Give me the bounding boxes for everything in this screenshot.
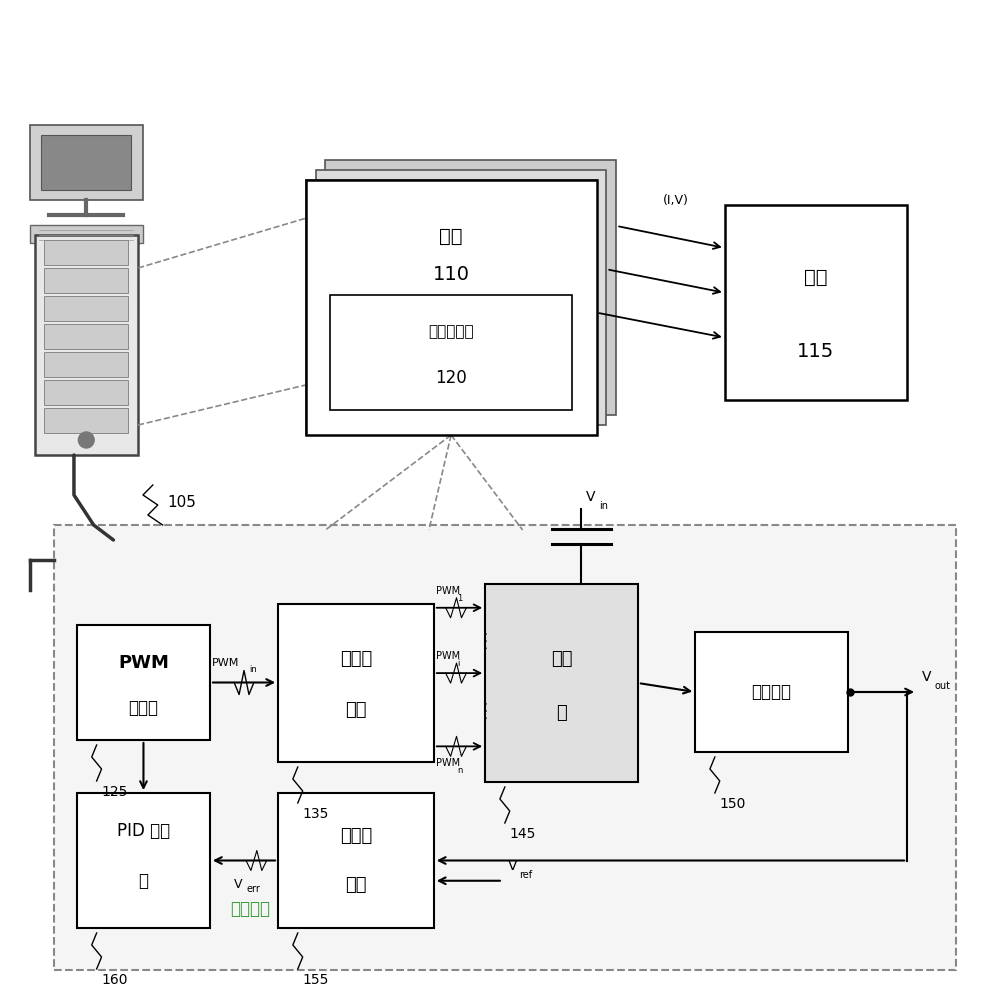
Text: 器: 器 — [138, 872, 149, 890]
Text: PWM: PWM — [212, 658, 239, 668]
Text: 160: 160 — [102, 973, 128, 987]
Text: PWM: PWM — [118, 654, 169, 672]
Text: 负载电路: 负载电路 — [751, 683, 792, 701]
Bar — [485, 584, 638, 782]
Bar — [44, 408, 128, 433]
Text: 105: 105 — [168, 495, 196, 510]
Text: · · ·: · · · — [483, 631, 493, 649]
Text: V: V — [235, 878, 243, 892]
Text: 155: 155 — [303, 973, 329, 987]
Bar — [30, 125, 143, 200]
Text: PWM: PWM — [436, 651, 459, 661]
Text: 150: 150 — [720, 797, 746, 811]
Text: · · ·: · · · — [483, 701, 493, 719]
Bar — [44, 352, 128, 377]
Bar — [325, 160, 616, 415]
Bar — [77, 793, 210, 928]
Text: V: V — [508, 859, 518, 873]
Text: PWM: PWM — [436, 586, 459, 596]
Bar — [77, 625, 210, 740]
Text: (I,V): (I,V) — [663, 194, 688, 207]
Text: 功率转换器: 功率转换器 — [428, 324, 474, 339]
Bar — [41, 135, 131, 190]
Bar — [44, 296, 128, 321]
Text: 功率: 功率 — [551, 650, 572, 668]
Text: PID 滤波: PID 滤波 — [117, 822, 170, 840]
Text: 125: 125 — [102, 785, 128, 799]
Text: 误差放: 误差放 — [340, 827, 372, 845]
Text: 相数倍: 相数倍 — [340, 650, 372, 668]
Text: 120: 120 — [435, 369, 467, 387]
Bar — [54, 525, 956, 970]
Bar — [44, 380, 128, 405]
Text: 145: 145 — [510, 827, 536, 841]
Text: in: in — [248, 666, 256, 674]
Text: i: i — [458, 659, 459, 668]
Bar — [306, 180, 597, 435]
Bar — [35, 235, 138, 455]
Text: 115: 115 — [798, 342, 834, 361]
Text: n: n — [458, 766, 462, 775]
Bar — [306, 180, 597, 435]
Text: 135: 135 — [303, 807, 329, 821]
Text: V: V — [586, 490, 596, 504]
Text: 1: 1 — [458, 594, 462, 603]
Bar — [725, 205, 907, 400]
Text: PWM: PWM — [436, 758, 459, 768]
Bar — [278, 793, 434, 928]
Text: ref: ref — [520, 870, 532, 880]
Text: 电源: 电源 — [440, 227, 462, 246]
Text: 大器: 大器 — [345, 876, 367, 894]
Text: 110: 110 — [433, 265, 469, 284]
Bar — [695, 632, 848, 752]
Bar — [278, 604, 434, 762]
Bar — [316, 170, 606, 425]
Text: out: out — [935, 681, 951, 691]
Text: 负载: 负载 — [805, 268, 827, 287]
Text: V: V — [922, 670, 932, 684]
Bar — [30, 225, 143, 243]
Text: err: err — [246, 884, 260, 894]
Bar — [44, 324, 128, 349]
Text: in: in — [599, 501, 608, 511]
Bar — [330, 295, 572, 410]
Bar — [44, 268, 128, 293]
Text: 控制器: 控制器 — [128, 699, 159, 717]
Text: 级: 级 — [556, 704, 567, 722]
Circle shape — [78, 432, 95, 448]
Text: 增器: 增器 — [345, 701, 367, 719]
Bar — [44, 240, 128, 265]
Text: 误差电压: 误差电压 — [230, 900, 270, 918]
